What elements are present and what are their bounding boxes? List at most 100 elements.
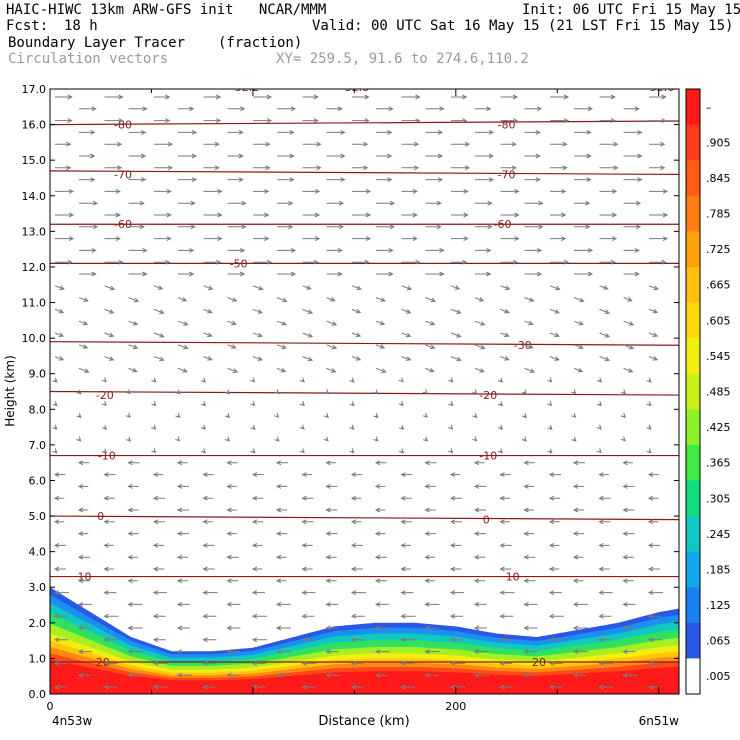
isotherm-label: 0 xyxy=(97,510,104,523)
y-tick-label: 14.0 xyxy=(22,190,47,203)
wind-vector xyxy=(376,271,394,277)
wind-vector xyxy=(178,177,198,183)
wind-vector xyxy=(275,460,288,466)
wind-vector xyxy=(128,153,147,159)
wind-vector xyxy=(276,297,288,303)
wind-vector xyxy=(425,224,442,230)
wind-vector xyxy=(473,672,489,678)
wind-vector xyxy=(325,601,339,607)
wind-vector xyxy=(475,106,492,112)
wind-vector xyxy=(153,356,165,362)
wind-vector xyxy=(474,367,485,373)
wind-vector xyxy=(226,483,237,489)
wind-vector xyxy=(623,247,640,253)
wind-vector xyxy=(323,389,329,395)
wind-vector xyxy=(202,660,216,666)
wind-vector xyxy=(203,212,223,218)
wind-vector xyxy=(202,542,215,548)
wind-vector xyxy=(227,320,237,326)
wind-vector xyxy=(400,519,412,525)
wind-vector xyxy=(549,332,560,338)
wind-vector xyxy=(400,472,413,478)
wind-vector xyxy=(622,578,634,584)
wind-vector xyxy=(401,332,412,338)
wind-vector xyxy=(125,389,131,395)
forecast-hour: 18 h xyxy=(64,18,98,34)
wind-vector xyxy=(251,542,263,548)
wind-vector xyxy=(373,413,379,419)
wind-vector xyxy=(376,129,393,135)
wind-vector xyxy=(152,637,166,643)
wind-vector xyxy=(449,590,464,596)
wind-vector xyxy=(473,578,486,584)
wind-vector xyxy=(473,601,487,607)
wind-vector xyxy=(574,247,594,253)
wind-vector xyxy=(53,613,68,619)
wind-vector xyxy=(53,590,69,596)
wind-vector xyxy=(176,672,192,678)
wind-vector xyxy=(77,483,89,489)
wind-vector xyxy=(78,297,89,302)
wind-vector xyxy=(127,625,143,631)
wind-vector xyxy=(227,200,247,206)
x-axis-label: Distance (km) xyxy=(318,714,409,729)
wind-vector xyxy=(622,460,633,466)
wind-vector xyxy=(622,649,636,655)
wind-vector xyxy=(176,578,189,584)
wind-vector xyxy=(103,590,117,596)
wind-vector xyxy=(598,519,611,525)
wind-vector xyxy=(301,660,317,666)
colorbar-swatch xyxy=(686,480,700,517)
wind-vector xyxy=(451,188,469,194)
wind-vector xyxy=(352,188,372,194)
wind-vector xyxy=(253,165,271,171)
wind-vector xyxy=(500,165,517,171)
wind-vector xyxy=(274,412,280,418)
wind-vector xyxy=(128,297,140,303)
wind-vector xyxy=(251,495,264,501)
wind-vector xyxy=(374,625,389,631)
wind-vector xyxy=(175,412,181,419)
wind-vector xyxy=(550,94,570,100)
y-tick-label: 1.0 xyxy=(29,652,47,665)
wind-vector xyxy=(277,247,297,253)
wind-vector xyxy=(524,320,534,326)
wind-vector xyxy=(127,672,142,678)
wind-vector xyxy=(649,259,667,265)
isotherm-label: 20 xyxy=(532,656,546,669)
colorbar-label: .845 xyxy=(706,172,731,185)
wind-vector xyxy=(177,344,189,350)
wind-vector xyxy=(598,590,613,596)
vector-label: Circulation vectors xyxy=(8,51,169,67)
wind-vector xyxy=(302,308,314,314)
wind-vector xyxy=(400,542,411,548)
wind-vector xyxy=(573,344,584,350)
wind-vector xyxy=(425,200,442,206)
wind-vector xyxy=(55,141,72,147)
wind-vector xyxy=(548,519,561,525)
wind-vector xyxy=(524,344,534,349)
wind-vector xyxy=(104,285,116,291)
wind-vector xyxy=(152,566,165,572)
wind-vector xyxy=(104,212,121,218)
wind-vector xyxy=(573,297,585,303)
wind-vector xyxy=(500,212,520,218)
wind-vector xyxy=(350,613,365,619)
y-tick-label: 4.0 xyxy=(29,546,47,559)
wind-vector xyxy=(500,188,520,194)
wind-vector xyxy=(599,165,619,171)
wind-vector xyxy=(326,320,338,326)
colorbar: – .905 .845 .785 .725 .665 .605 .545 .485 .425 .36… xyxy=(685,88,731,695)
wind-vector xyxy=(376,224,396,230)
wind-vector xyxy=(325,649,339,655)
wind-vector xyxy=(647,495,659,501)
wind-vector xyxy=(301,613,315,619)
wind-vector xyxy=(76,413,82,419)
wind-vector xyxy=(325,507,338,513)
wind-vector xyxy=(596,377,602,383)
wind-vector xyxy=(620,412,626,419)
wind-vector xyxy=(425,106,445,112)
wind-vector xyxy=(127,554,138,560)
wind-vector xyxy=(227,247,246,253)
y-tick-label: 5.0 xyxy=(29,510,47,523)
